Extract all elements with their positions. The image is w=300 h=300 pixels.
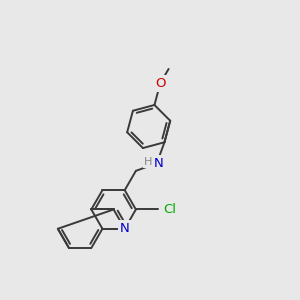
Text: Cl: Cl: [164, 203, 176, 216]
Text: N: N: [120, 222, 130, 235]
Text: H: H: [144, 157, 152, 167]
Text: O: O: [155, 77, 166, 90]
Text: N: N: [153, 157, 163, 170]
